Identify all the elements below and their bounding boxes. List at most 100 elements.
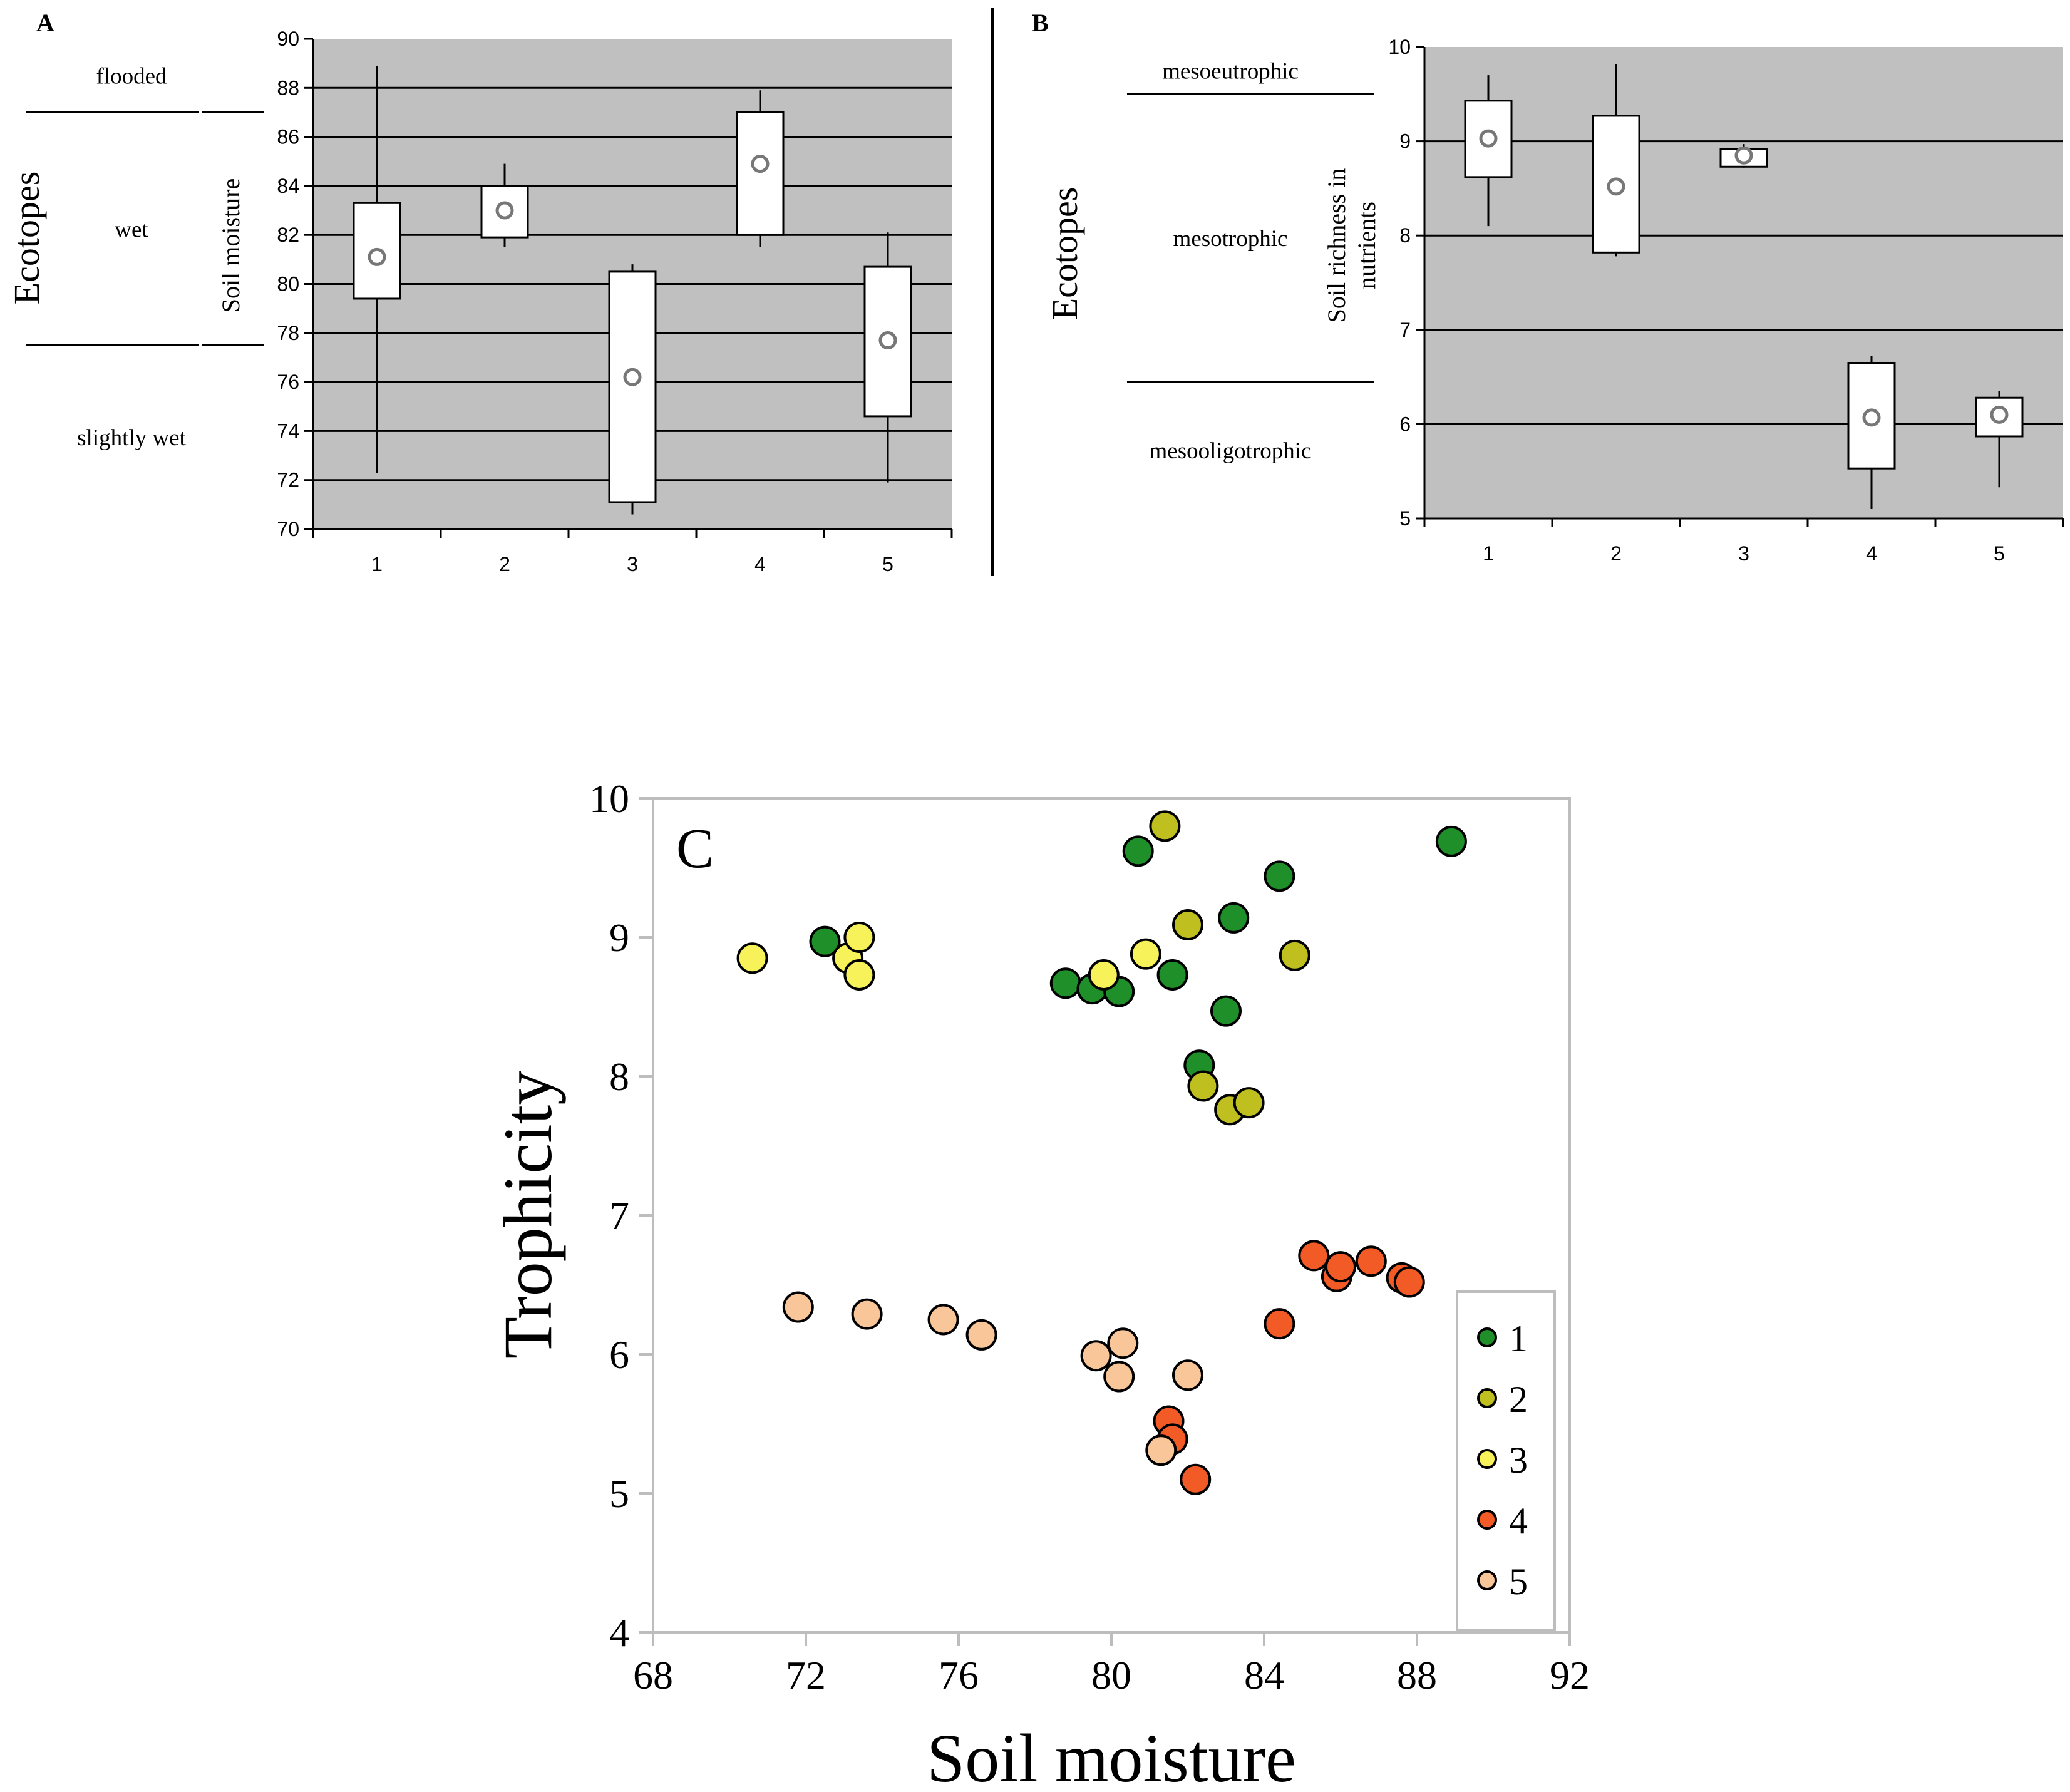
panel-c-x-label: Soil moisture — [927, 1720, 1296, 1792]
panel-c-x-tick-label: 92 — [1550, 1653, 1590, 1697]
panel-a-y-tick-label: 70 — [277, 518, 299, 540]
panel-a-y-tick-label: 76 — [277, 371, 299, 393]
panel-a-x-tick-label: 3 — [627, 553, 638, 575]
panel-c-x-tick-label: 80 — [1091, 1653, 1131, 1697]
panel-c-y-tick-label: 8 — [609, 1054, 629, 1099]
panel-c-legend-marker — [1477, 1388, 1497, 1408]
panel-c-letter: C — [676, 818, 714, 880]
panel-c-point-series-2 — [1279, 939, 1310, 971]
panel-b-y-tick-label: 7 — [1399, 319, 1411, 341]
panel-c-legend-marker — [1477, 1449, 1497, 1469]
panel-c-point-series-1 — [1156, 959, 1188, 991]
panel-c-point-series-4 — [1393, 1266, 1425, 1298]
panel-b-y-label-line1: Soil richness in — [1322, 168, 1351, 323]
panel-c-point-series-5 — [1145, 1434, 1177, 1466]
panel-c-y-tick-label: 4 — [609, 1610, 629, 1655]
panel-a-x-tick-label: 4 — [754, 553, 766, 575]
panel-b-y-tick-label: 10 — [1388, 36, 1411, 58]
panel-a-zone-label: slightly wet — [77, 425, 186, 451]
panel-b-x-tick-label: 5 — [1994, 542, 2005, 565]
panel-b-plot-area — [1424, 47, 2063, 518]
panel-c-point-series-3 — [1088, 959, 1120, 991]
panel-c-point-series-5 — [965, 1319, 997, 1351]
panel-a-ecotopes-label: Ecotopes — [6, 172, 47, 305]
panel-c-legend-label: 3 — [1509, 1439, 1528, 1481]
panel-c-point-series-5 — [1172, 1359, 1203, 1391]
panel-c-point-series-5 — [927, 1304, 959, 1336]
panel-c-point-series-4 — [1264, 1308, 1295, 1340]
panel-b-y-ticks: 5 6 7 8 9 10 — [1388, 36, 1426, 530]
panel-a-y-tick-label: 90 — [277, 28, 299, 50]
panel-c-legend-label: 1 — [1509, 1318, 1528, 1359]
panel-c-point-series-5 — [1080, 1340, 1112, 1372]
panel-a-y-tick-label: 78 — [277, 322, 299, 344]
panel-a-box-median-marker — [878, 331, 897, 350]
panel-c-legend-marker — [1477, 1570, 1497, 1590]
panel-c-point-series-3 — [843, 959, 875, 991]
panel-c-legend-label: 5 — [1509, 1561, 1528, 1602]
panel-c-point-series-2 — [1233, 1087, 1265, 1119]
panel-a-letter: A — [36, 9, 54, 37]
panel-a-x-tick-label: 2 — [499, 553, 510, 575]
panel-b-zone-label: mesoeutrophic — [1162, 59, 1299, 85]
panel-c-point-series-1 — [1264, 860, 1295, 892]
panel-c-legend-marker — [1477, 1327, 1497, 1347]
panel-c-x-tick-label: 72 — [786, 1653, 826, 1697]
panel-a-y-tick-label: 86 — [277, 126, 299, 148]
panel-c-point-series-1 — [1218, 902, 1250, 934]
panel-c-point-series-5 — [1103, 1361, 1135, 1393]
panel-a-y-tick-label: 82 — [277, 224, 299, 246]
panel-c-x-tick-label: 88 — [1397, 1653, 1437, 1697]
panel-a-boxes — [353, 66, 912, 515]
panel-c-point-series-1 — [1435, 825, 1467, 857]
panel-a-box-median-marker — [495, 201, 514, 220]
panel-c-legend: 1 2 3 4 5 — [1456, 1290, 1556, 1631]
panel-c-legend-marker — [1477, 1510, 1497, 1530]
panel-c-y-tick-label: 10 — [589, 776, 629, 821]
panel-a-y-tick-label: 74 — [277, 420, 299, 442]
panel-b-zone-label: mesotrophic — [1173, 226, 1288, 252]
panel-a-y-tick-label: 84 — [277, 175, 299, 197]
panel-c-point-series-4 — [1298, 1240, 1330, 1272]
panel-c-point-series-5 — [851, 1298, 883, 1330]
panel-c-point-series-3 — [736, 942, 768, 974]
panel-a-x-tick-label: 1 — [371, 553, 383, 575]
panel-a-x-tick-label: 5 — [882, 553, 893, 575]
panel-c-legend-label: 2 — [1509, 1379, 1528, 1420]
panel-a-box-median-marker — [368, 247, 386, 266]
panel-b-box-median-marker — [1607, 177, 1625, 196]
panel-b-boxes — [1464, 64, 2024, 509]
panel-a-y-ticks: 70 72 74 76 78 80 82 84 86 88 90 — [277, 28, 314, 540]
panel-c-point-series-2 — [1149, 810, 1181, 842]
panel-c-point-series-2 — [1187, 1070, 1219, 1102]
panel-c: C 4 5 6 7 8 9 10 68 72 76 80 84 88 92 1 2 3 4 5 Soil moi… — [490, 776, 1590, 1792]
panel-c-point-series-5 — [782, 1291, 814, 1323]
panel-a-y-tick-label: 88 — [277, 76, 299, 99]
panel-c-point-series-1 — [809, 925, 841, 957]
panel-c-point-series-4 — [1325, 1251, 1356, 1283]
panel-c-x-tick-label: 68 — [633, 1653, 673, 1697]
panel-b-zone-label: mesooligotrophic — [1150, 438, 1312, 464]
panel-b: B 5 6 7 8 9 10 1 2 3 4 5 mesoeutrophic mesotrophic… — [1032, 9, 2064, 565]
panel-a: A 70 72 74 76 78 80 82 84 86 88 90 1 2 3 4 5 flooded we… — [6, 9, 953, 575]
panel-c-plot-area — [652, 797, 1571, 1634]
panel-c-points — [736, 810, 1467, 1495]
panel-c-legend-box — [1456, 1290, 1556, 1631]
panel-a-y-tick-label: 80 — [277, 273, 299, 296]
panel-c-y-tick-label: 6 — [609, 1332, 629, 1377]
panel-b-y-tick-label: 9 — [1399, 130, 1411, 153]
panel-c-x-ticks: 68 72 76 80 84 88 92 — [633, 1632, 1590, 1697]
panel-a-y-tick-label: 72 — [277, 469, 299, 492]
panel-c-y-ticks: 4 5 6 7 8 9 10 — [589, 776, 653, 1655]
panel-c-x-tick-label: 84 — [1244, 1653, 1284, 1697]
panel-b-box-median-marker — [1990, 405, 2009, 424]
panel-b-box-median-marker — [1862, 408, 1881, 427]
panel-b-ecotope-zones: mesoeutrophic mesotrophic mesooligotrophic — [1127, 59, 1374, 464]
panel-b-letter: B — [1032, 9, 1049, 37]
panel-c-y-label: Trophicity — [490, 1071, 566, 1359]
panel-b-x-tick-label: 2 — [1610, 542, 1622, 565]
panel-b-box-median-marker — [1479, 129, 1498, 148]
panel-b-x-tick-label: 1 — [1483, 542, 1494, 565]
panel-c-point-series-3 — [1130, 938, 1161, 970]
panel-b-ecotopes-label: Ecotopes — [1044, 187, 1085, 321]
